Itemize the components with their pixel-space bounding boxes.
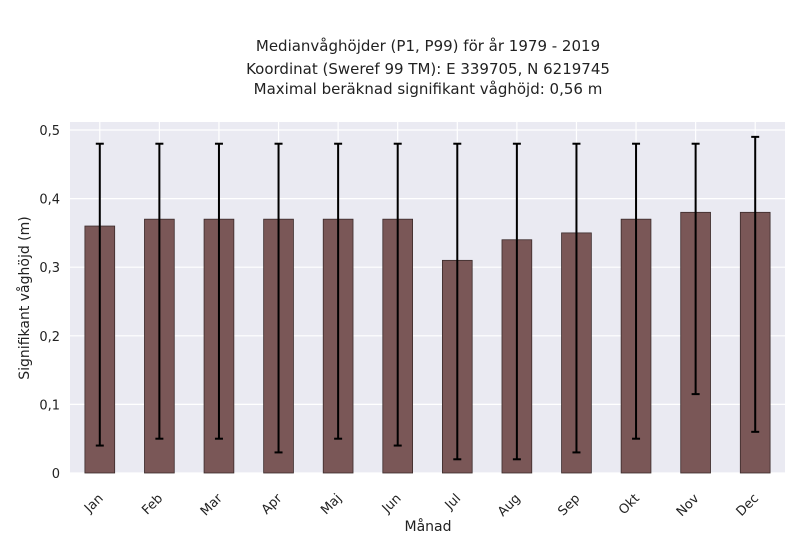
- error-bar-okt: [632, 142, 641, 440]
- title-line-2: Koordinat (Sweref 99 TM): E 339705, N 62…: [246, 60, 610, 78]
- y-tick-label: 0,1: [39, 398, 60, 413]
- error-bar-sep: [572, 142, 581, 454]
- error-bar-jan: [95, 142, 104, 447]
- y-tick-label: 0,3: [39, 261, 60, 276]
- title-line-3: Maximal beräknad signifikant våghöjd: 0,…: [254, 80, 603, 98]
- x-tick-labels: Jan Feb Mar Apr Maj Jun Jul Aug Sep Okt Nov Dec: [81, 491, 762, 520]
- x-tick-label: Aug: [495, 491, 524, 520]
- y-tick-labels: 0 0,1 0,2 0,3 0,4 0,5: [39, 124, 60, 482]
- x-tick-label: Jan: [81, 491, 106, 516]
- x-tick-label: Jul: [442, 491, 464, 513]
- x-tick-label: Feb: [139, 491, 166, 518]
- x-tick-label: Jun: [379, 491, 405, 517]
- error-bar-aug: [512, 142, 521, 461]
- title-line-1: Medianvåghöjder (P1, P99) för år 1979 - …: [256, 37, 600, 55]
- error-bar-maj: [334, 142, 343, 440]
- x-tick-label: Okt: [616, 491, 643, 518]
- y-tick-label: 0,5: [39, 124, 60, 139]
- x-tick-label: Sep: [555, 491, 583, 519]
- x-axis-label: Månad: [405, 518, 452, 535]
- y-axis-label: Signifikant våghöjd (m): [16, 216, 33, 379]
- x-tick-label: Maj: [318, 491, 345, 518]
- x-tick-label: Nov: [674, 491, 703, 520]
- y-tick-label: 0: [52, 467, 60, 482]
- error-bar-jul: [453, 142, 462, 461]
- error-bar-feb: [155, 142, 164, 440]
- chart-title: Medianvåghöjder (P1, P99) för år 1979 - …: [246, 37, 610, 98]
- error-bar-apr: [274, 142, 283, 454]
- error-bar-jun: [393, 142, 402, 447]
- error-bar-mar: [214, 142, 223, 440]
- y-tick-label: 0,4: [39, 193, 60, 208]
- y-tick-label: 0,2: [39, 330, 60, 345]
- x-tick-label: Apr: [259, 491, 286, 518]
- x-tick-label: Mar: [198, 491, 226, 519]
- error-bar-nov: [691, 142, 700, 396]
- x-tick-label: Dec: [734, 491, 762, 519]
- plot-area: [70, 122, 785, 473]
- error-bar-dec: [751, 135, 760, 433]
- error-bars: [95, 135, 760, 461]
